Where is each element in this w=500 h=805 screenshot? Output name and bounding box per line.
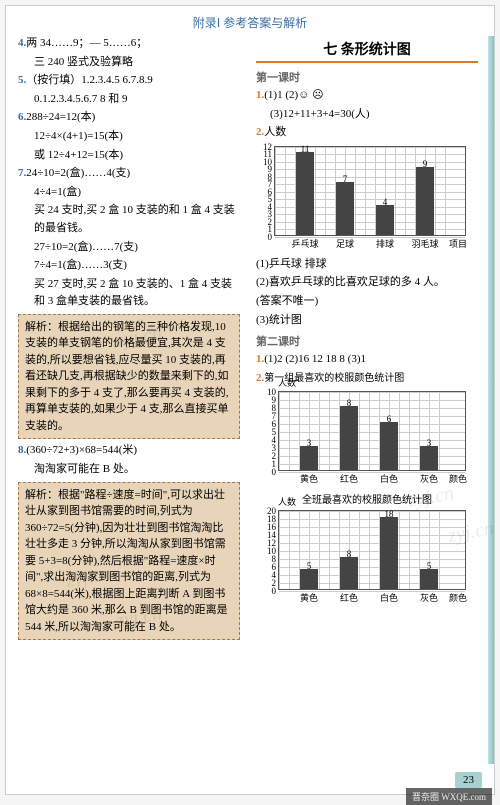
chart-1-grid: 012345678910111211乒乓球7足球4排球9羽毛球项目 <box>274 146 466 236</box>
right-column: 七 条形统计图 第一课时 1.(1)1 (2)☺ ☹ (3)12+11+3+4=… <box>248 35 478 643</box>
chart-3-grid: 024681012141618205黄色8红色18白色5灰色颜色 <box>278 510 466 590</box>
content: 4.两 34……9；— 5……6； 三 240 竖式及验算略 5.（按行填）1.… <box>6 35 494 643</box>
chart-2: 人数 0123456789103黄色8红色6白色3灰色颜色 <box>256 391 466 471</box>
analysis-box-2: 解析：根据"路程÷速度=时间",可以求出壮壮从家到图书馆需要的时间,列式为 36… <box>18 482 240 641</box>
header-title: 附录Ⅰ 参考答案与解析 <box>6 6 494 35</box>
item-4: 4.两 34……9；— 5……6； <box>18 35 240 53</box>
item-7e: 7÷4=1(盒)……3(支) <box>18 257 240 275</box>
item-4b: 三 240 竖式及验算略 <box>18 54 240 72</box>
chart-1: 012345678910111211乒乓球7足球4排球9羽毛球项目 <box>256 146 466 236</box>
q2a2: (2)喜欢乒乓球的比喜欢足球的多 4 人。 <box>256 274 478 292</box>
q3: 1.(1)2 (2)16 12 18 8 (3)1 <box>256 351 478 369</box>
item-7f: 买 27 支时,买 2 盒 10 支装的、1 盒 4 支装和 3 盒单支装的最省… <box>18 276 240 311</box>
section-title: 七 条形统计图 <box>256 39 478 63</box>
q1: 1.(1)1 (2)☺ ☹ <box>256 87 478 105</box>
item-7d: 27÷10=2(盒)……7(支) <box>18 239 240 257</box>
bottom-watermark: 晋奈圈 WXQE.com <box>406 788 492 805</box>
q2a3: (答案不唯一) <box>256 293 478 311</box>
chart-2-grid: 0123456789103黄色8红色6白色3灰色颜色 <box>278 391 466 471</box>
left-column: 4.两 34……9；— 5……6； 三 240 竖式及验算略 5.（按行填）1.… <box>18 35 248 643</box>
item-8b: 淘淘家可能在 B 处。 <box>18 461 240 479</box>
subsection-2: 第二课时 <box>256 333 478 349</box>
side-accent <box>488 36 494 764</box>
q2a4: (3)统计图 <box>256 312 478 330</box>
item-6: 6.288÷24=12(本) <box>18 109 240 127</box>
chart-2-spacer <box>256 475 478 491</box>
chart-3-ylabel: 人数 <box>278 495 296 510</box>
item-7: 7.24÷10=2(盒)……4(支) <box>18 165 240 183</box>
item-5: 5.（按行填）1.2.3.4.5 6.7.8.9 <box>18 72 240 90</box>
subsection-1: 第一课时 <box>256 69 478 85</box>
chart-3: 人数 024681012141618205黄色8红色18白色5灰色颜色 <box>256 510 466 590</box>
item-7b: 4÷4=1(盒) <box>18 184 240 202</box>
item-6c: 或 12÷4+12=15(本) <box>18 147 240 165</box>
chart-2-ylabel: 人数 <box>278 376 296 391</box>
item-6b: 12÷4×(4+1)=15(本) <box>18 128 240 146</box>
item-7c: 买 24 支时,买 2 盒 10 支装的和 1 盒 4 支装的最省钱。 <box>18 202 240 237</box>
analysis-box-1: 解析：根据给出的钢笔的三种价格发现,10 支装的单支钢笔的价格最便宜,其次是 4… <box>18 314 240 440</box>
chart-1-spacer <box>256 240 478 256</box>
page: 附录Ⅰ 参考答案与解析 4.两 34……9；— 5……6； 三 240 竖式及验… <box>5 5 495 795</box>
q2: 2.人数 <box>256 124 478 142</box>
q2a1: (1)乒乓球 排球 <box>256 256 478 274</box>
chart-3-spacer <box>256 594 478 610</box>
item-8: 8.(360÷72+3)×68=544(米) <box>18 442 240 460</box>
item-5b: 0.1.2.3.4.5.6.7 8 和 9 <box>18 91 240 109</box>
page-number: 23 <box>455 772 482 788</box>
q1b: (3)12+11+3+4=30(人) <box>256 106 478 124</box>
